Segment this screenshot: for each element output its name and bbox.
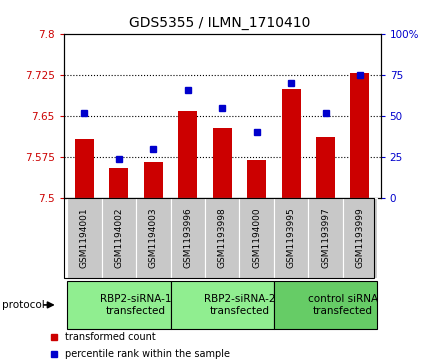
Text: control siRNA
transfected: control siRNA transfected [308, 294, 378, 316]
Bar [247, 160, 266, 198]
Bar [67, 198, 102, 278]
Text: transformed count: transformed count [65, 332, 156, 342]
Bar [144, 162, 163, 198]
Bar [316, 137, 335, 198]
Text: GSM1194001: GSM1194001 [80, 207, 89, 268]
Bar [110, 168, 128, 198]
Bar [171, 198, 205, 278]
Bar [274, 281, 377, 329]
Bar [136, 198, 171, 278]
Bar [282, 89, 301, 198]
Bar [102, 198, 136, 278]
Text: GSM1193995: GSM1193995 [286, 207, 296, 268]
Bar [343, 198, 377, 278]
Bar [213, 128, 232, 198]
Bar [274, 198, 308, 278]
Bar [239, 198, 274, 278]
Bar [178, 111, 197, 198]
Text: percentile rank within the sample: percentile rank within the sample [65, 350, 230, 359]
Bar [308, 198, 343, 278]
Text: GSM1194000: GSM1194000 [252, 207, 261, 268]
Text: GSM1193998: GSM1193998 [218, 207, 227, 268]
Text: GSM1193997: GSM1193997 [321, 207, 330, 268]
Text: GSM1193999: GSM1193999 [356, 207, 364, 268]
Bar [171, 281, 274, 329]
Text: GDS5355 / ILMN_1710410: GDS5355 / ILMN_1710410 [129, 16, 311, 30]
Text: RBP2-siRNA-2
transfected: RBP2-siRNA-2 transfected [204, 294, 275, 316]
Bar [205, 198, 239, 278]
Bar [75, 139, 94, 198]
Bar [351, 73, 370, 198]
Text: RBP2-siRNA-1
transfected: RBP2-siRNA-1 transfected [100, 294, 172, 316]
Text: GSM1194002: GSM1194002 [114, 208, 123, 268]
Text: protocol: protocol [2, 300, 45, 310]
Text: GSM1194003: GSM1194003 [149, 207, 158, 268]
Bar [67, 281, 171, 329]
Text: GSM1193996: GSM1193996 [183, 207, 192, 268]
